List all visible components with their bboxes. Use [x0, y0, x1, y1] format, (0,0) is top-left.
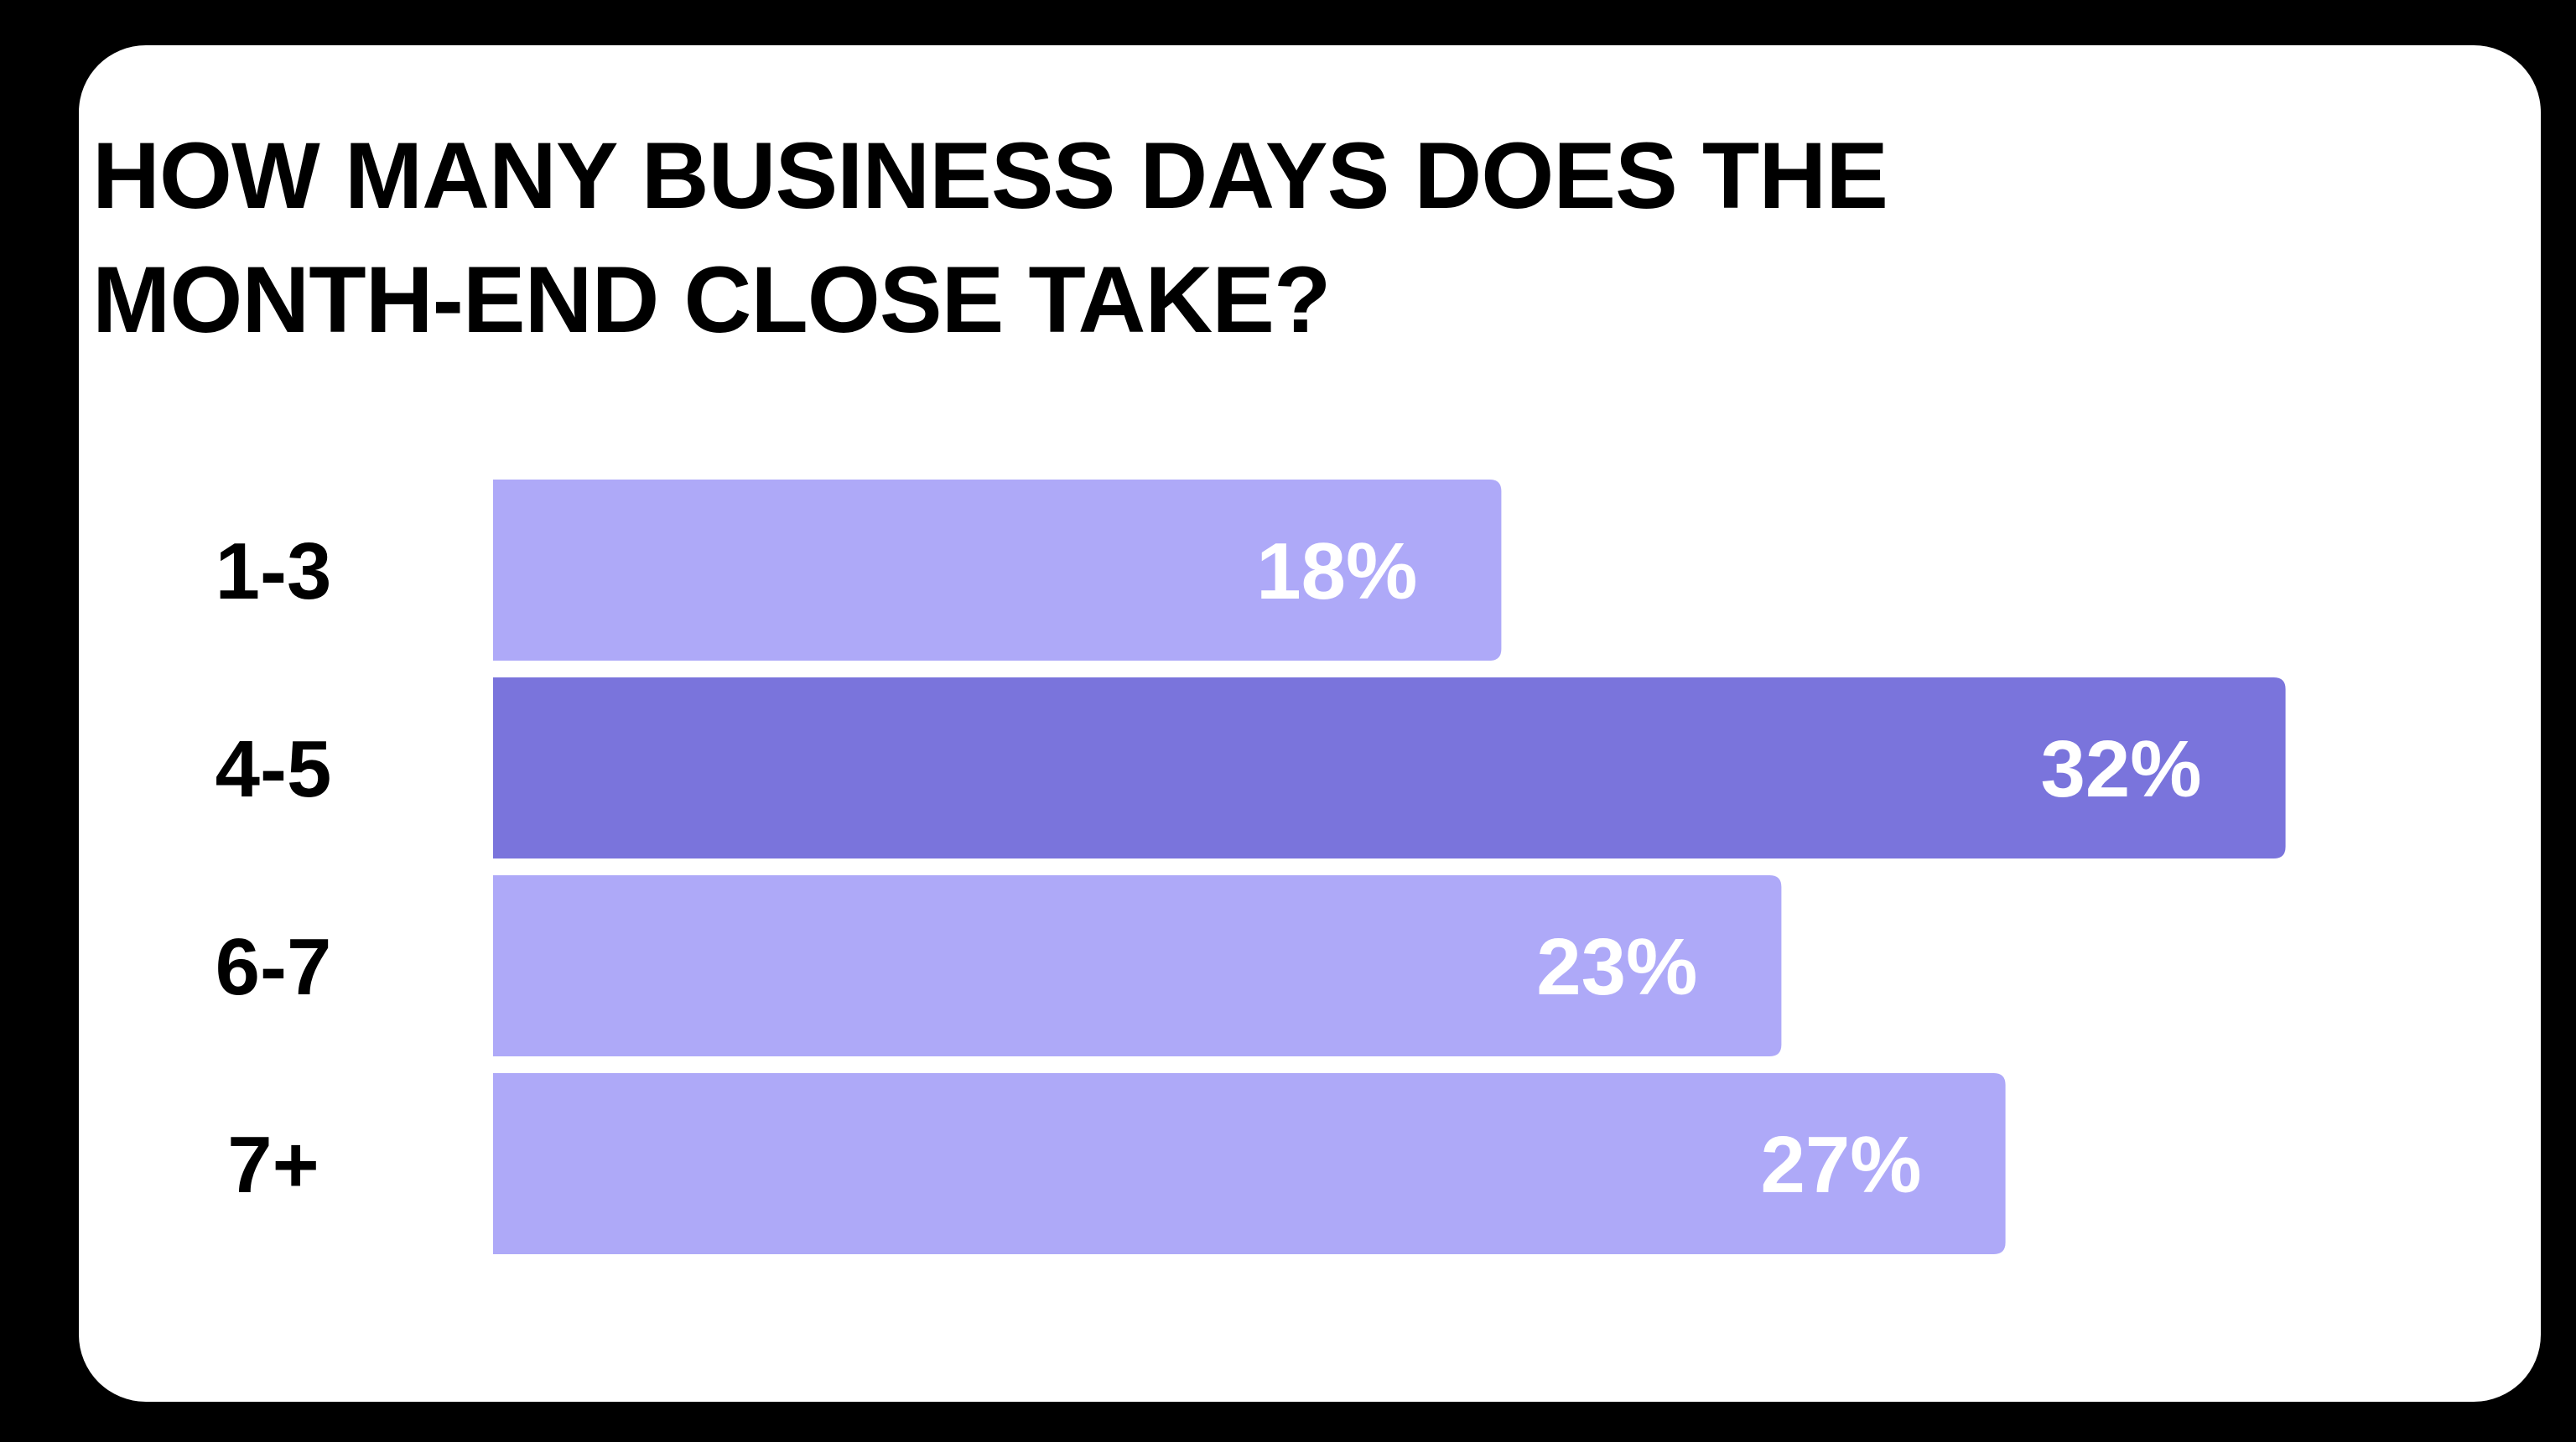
value-label: 23%: [1536, 922, 1697, 1012]
category-label: 6-7: [216, 922, 332, 1012]
value-label: 27%: [1760, 1120, 1921, 1210]
category-label: 1-3: [216, 526, 332, 616]
category-label: 7+: [227, 1120, 319, 1210]
bar-1-3: [493, 480, 1502, 661]
category-label: 4-5: [216, 724, 332, 814]
bar-7+: [493, 1073, 2006, 1254]
value-label: 18%: [1256, 526, 1417, 616]
chart-title: HOW MANY BUSINESS DAYS DOES THE MONTH-EN…: [92, 123, 1888, 352]
bar-4-5: [493, 677, 2286, 858]
bar-6-7: [493, 875, 1782, 1056]
value-label: 32%: [2040, 724, 2201, 814]
